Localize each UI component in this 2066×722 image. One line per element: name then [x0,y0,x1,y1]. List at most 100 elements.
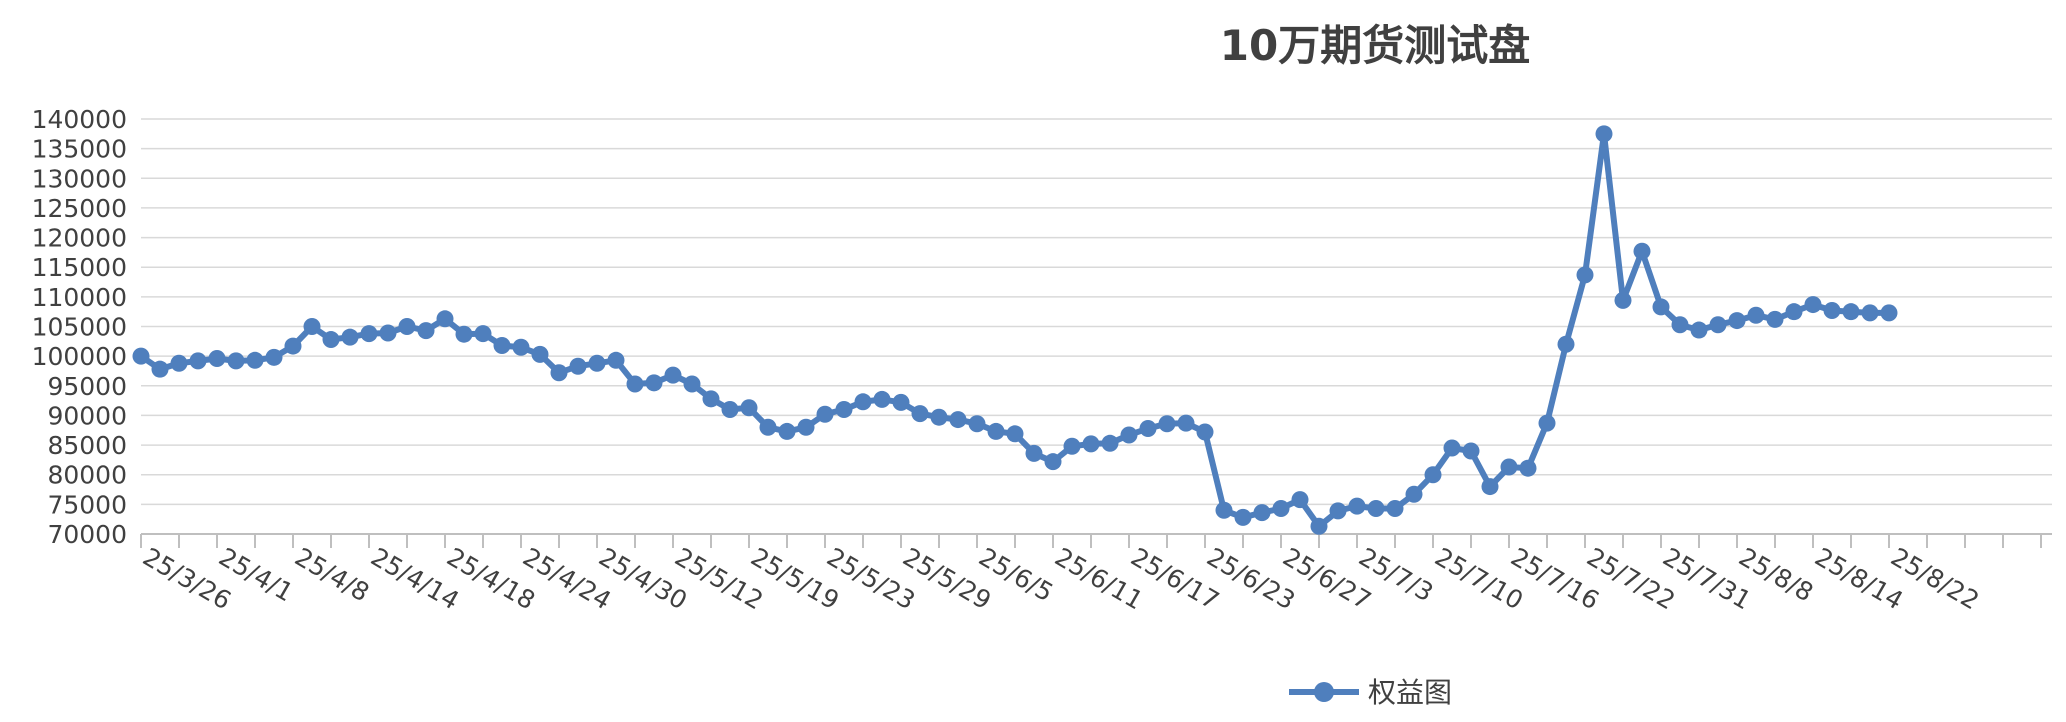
data-point [835,401,853,418]
y-tick-label: 100000 [32,342,127,371]
data-point [1006,425,1024,443]
data-point [1158,415,1176,433]
data-point [1291,491,1309,509]
data-point [1785,303,1803,321]
data-point [1329,502,1347,520]
data-point [1272,500,1290,518]
data-point [1671,316,1689,334]
data-point [1386,500,1404,518]
data-point [1728,312,1746,330]
legend[interactable]: 权益图 [1289,676,1452,709]
data-point [246,351,264,369]
data-point [512,338,530,356]
data-point [1709,316,1727,334]
data-point [1443,439,1461,457]
y-tick-label: 105000 [32,313,127,342]
data-point [1044,453,1062,471]
data-point [208,350,226,368]
data-point [1557,335,1575,353]
data-point [797,418,815,436]
x-axis: 25/3/2625/4/125/4/825/4/1425/4/1825/4/24… [138,534,2042,615]
data-point [1804,296,1822,314]
data-point [1139,419,1157,437]
data-point [664,366,682,384]
data-point [1424,466,1442,484]
data-point [1880,304,1898,322]
data-point [607,351,625,369]
data-point [265,348,283,366]
data-point [759,418,777,436]
x-tick-label: 25/4/8 [290,542,374,607]
data-point [1481,478,1499,496]
legend-label: 权益图 [1368,676,1452,709]
data-point [987,422,1005,440]
y-tick-label: 80000 [47,461,127,490]
data-point [341,328,359,346]
data-point [322,331,340,349]
data-point [1082,435,1100,453]
y-tick-label: 120000 [32,224,127,253]
data-point [360,325,378,343]
data-point [1576,266,1594,284]
y-tick-label: 140000 [32,105,127,134]
x-tick-label: 25/8/22 [1886,542,1984,615]
data-point [398,318,416,335]
data-point [379,324,397,342]
data-point [1405,485,1423,503]
data-point [1747,306,1765,324]
y-tick-label: 110000 [32,283,127,312]
data-point [892,393,910,411]
y-tick-label: 115000 [32,253,127,282]
data-point [702,390,720,408]
data-point [854,393,872,411]
y-tick-label: 135000 [32,135,127,164]
data-point [683,375,701,393]
data-point [531,345,549,363]
data-point [1367,500,1385,518]
y-tick-label: 125000 [32,194,127,223]
data-point [911,405,929,423]
data-point [873,390,891,408]
data-point [1120,426,1138,444]
data-point [1633,242,1651,260]
chart-title: 10万期货测试盘 [1220,21,1530,70]
data-point [1614,291,1632,309]
data-point [1234,508,1252,526]
data-point [1595,125,1613,143]
data-point [303,318,321,335]
data-point [455,325,473,343]
data-point [284,337,302,355]
data-point [645,374,663,392]
data-point [1823,301,1841,319]
data-point [1215,501,1233,519]
y-tick-label: 90000 [47,401,127,430]
data-point [474,325,492,343]
y-tick-label: 95000 [47,372,127,401]
data-point [569,357,587,375]
data-point [417,322,435,340]
data-point [740,399,758,417]
data-point [1196,423,1214,441]
data-point [132,347,150,365]
y-tick-label: 130000 [32,164,127,193]
y-tick-label: 75000 [47,490,127,519]
data-point [1519,459,1537,477]
data-point [588,354,606,372]
data-point [1025,444,1043,462]
data-point [189,352,207,370]
data-point [151,360,169,378]
data-point [1101,434,1119,452]
data-point [626,375,644,393]
y-tick-label: 70000 [47,520,127,549]
data-point [1177,414,1195,432]
data-point [227,352,245,370]
grid-lines [141,118,2052,535]
legend-marker-dot [1314,682,1334,702]
data-point [1462,442,1480,460]
data-point [170,354,188,372]
data-point [1538,414,1556,432]
y-axis: 7000075000800008500090000950001000001050… [32,105,127,549]
data-point [968,415,986,433]
data-point [949,411,967,429]
